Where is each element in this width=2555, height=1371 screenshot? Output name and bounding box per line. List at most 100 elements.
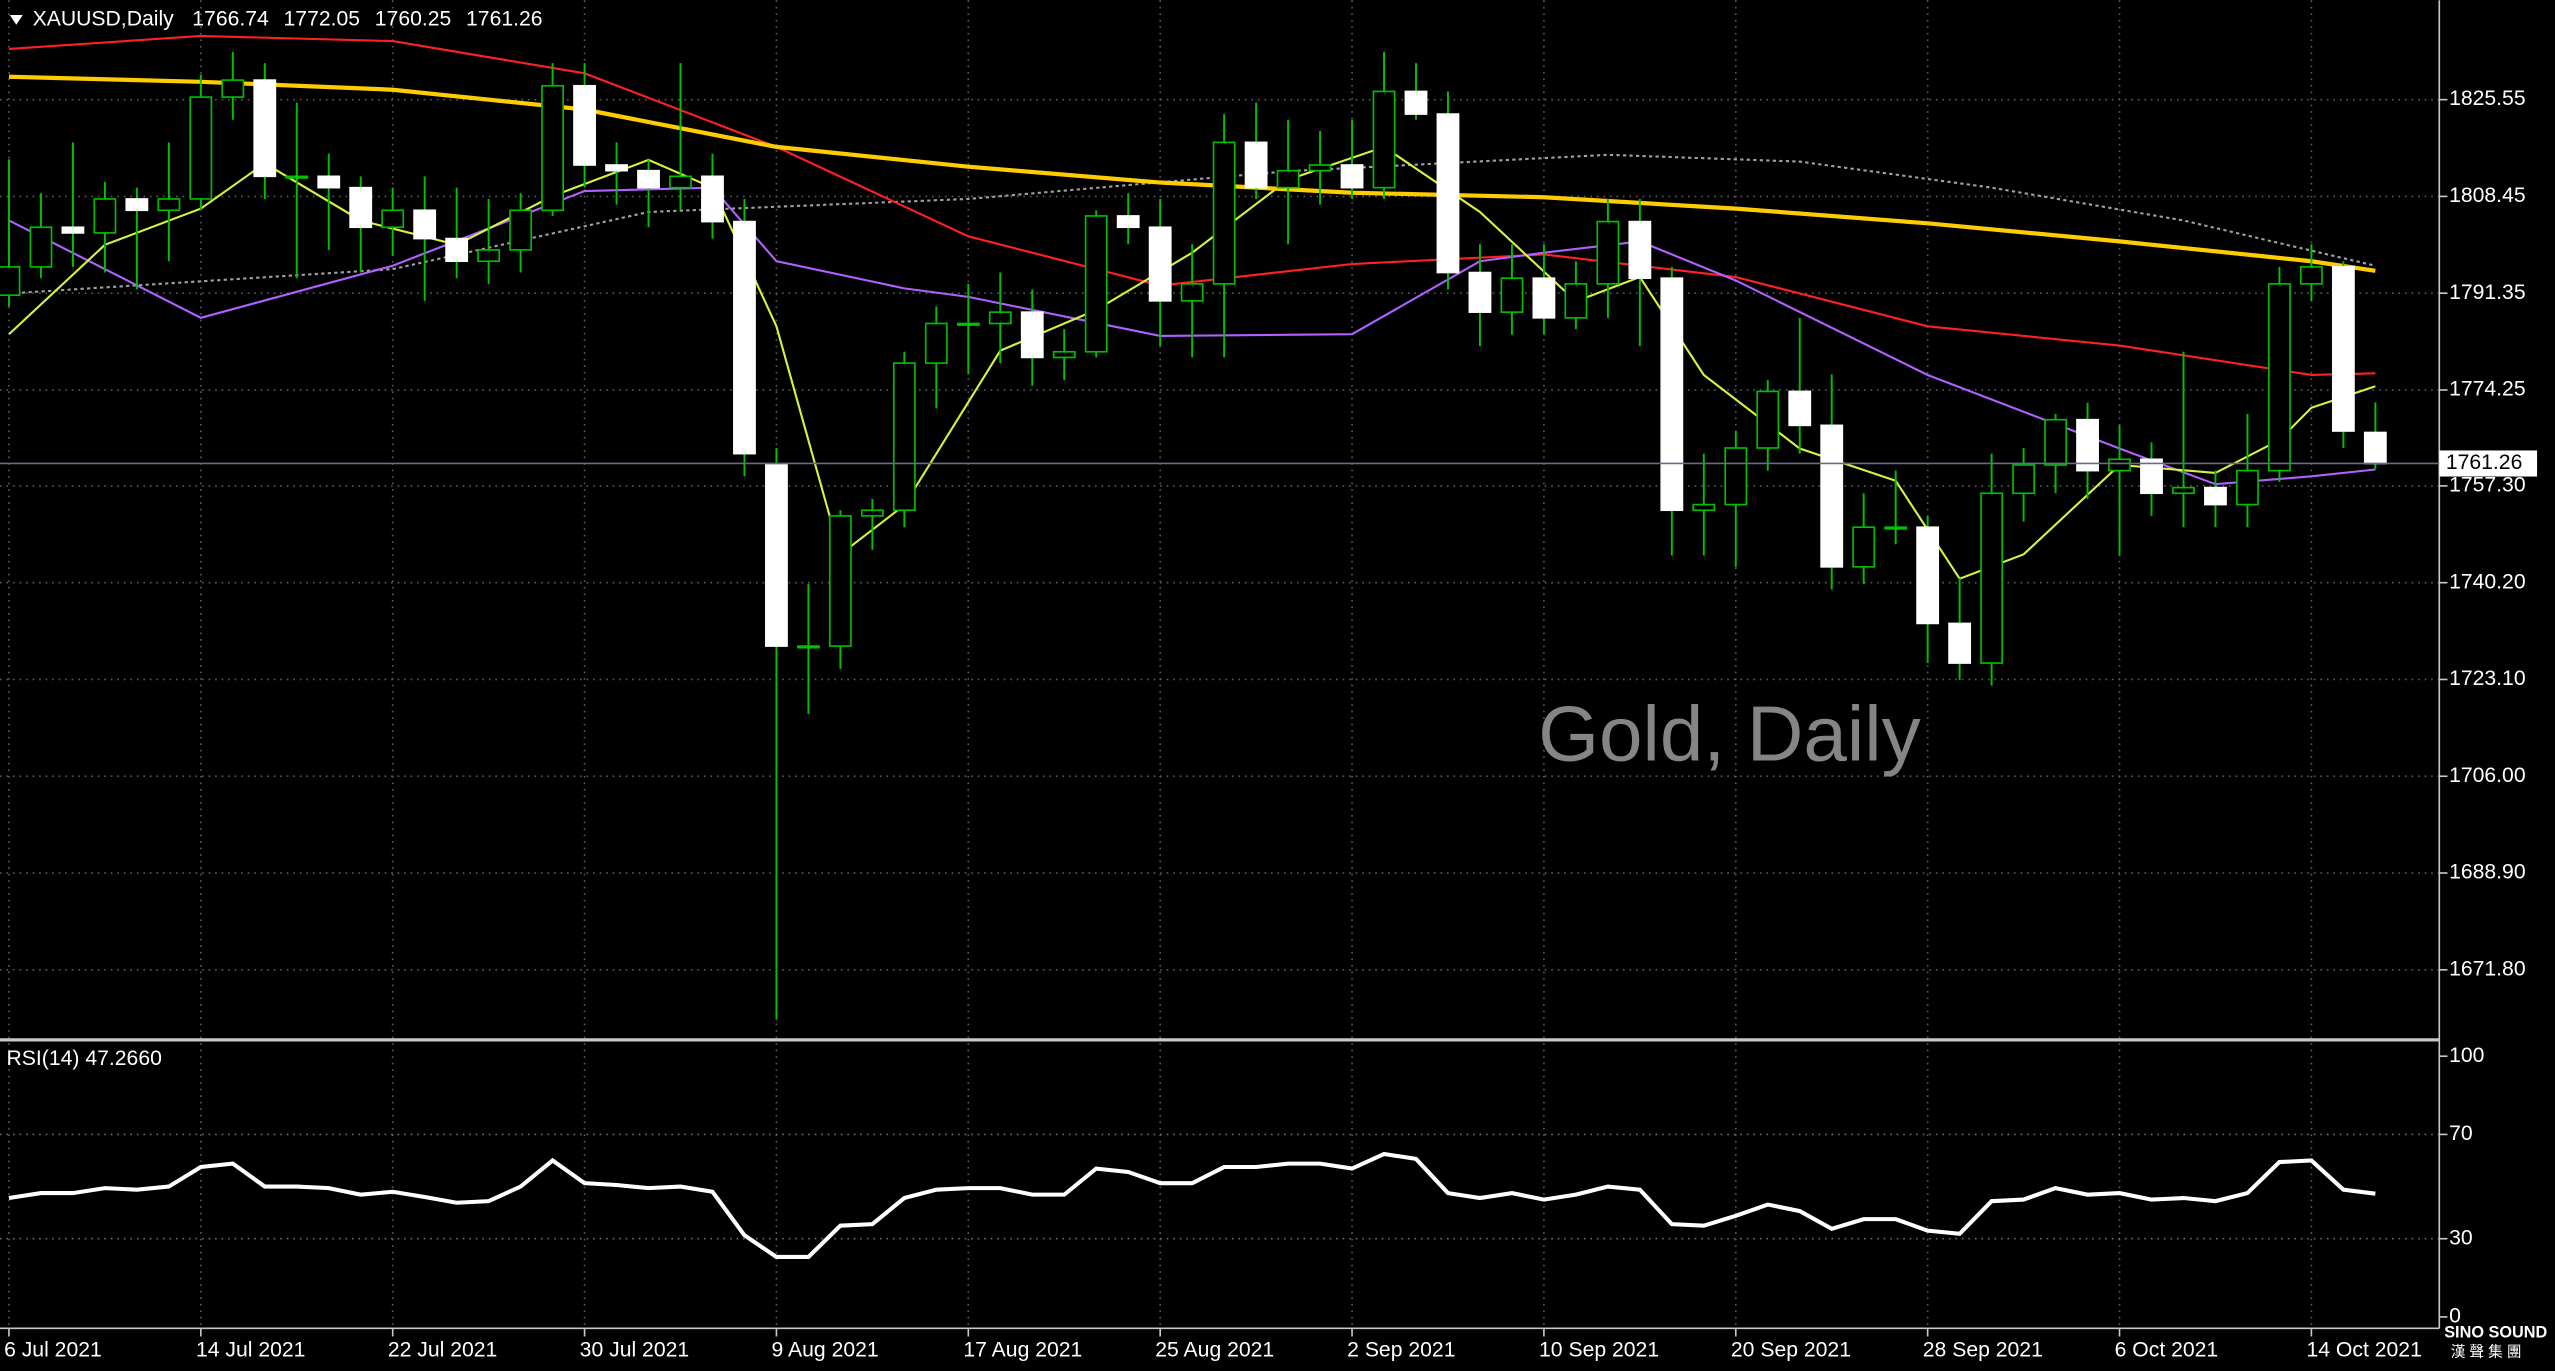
candle-body [2140, 458, 2163, 495]
y-tick-label: 1808.45 [2449, 184, 2526, 207]
candle-body [733, 220, 756, 455]
candle-body [2076, 418, 2099, 472]
candle-body [1020, 311, 1044, 359]
x-tick-label: 28 Sep 2021 [1923, 1339, 2043, 1362]
rsi-line [8, 1151, 2376, 1259]
candle-body [2012, 464, 2035, 495]
candle-body [1884, 526, 1908, 530]
x-tick-label: 22 Jul 2021 [388, 1339, 497, 1362]
x-tick-label: 25 Aug 2021 [1155, 1339, 1274, 1362]
candle-body [2044, 418, 2067, 466]
candle-body [1596, 220, 1620, 285]
y-tick-label: 30 [2449, 1226, 2473, 1249]
candle-body [1660, 277, 1684, 512]
candle-body [285, 175, 309, 179]
candle-body [157, 198, 181, 212]
candle-body [892, 362, 916, 512]
x-tick-label: 14 Jul 2021 [196, 1339, 305, 1362]
candle-body [1308, 164, 1332, 172]
candle-body [2204, 486, 2227, 506]
candle-body [1244, 141, 1268, 189]
candle-body [1276, 169, 1300, 189]
y-tick-label: 1671.80 [2449, 957, 2526, 980]
candle-body [61, 226, 85, 234]
candle-body [1564, 283, 1588, 319]
candle-body [701, 175, 724, 223]
candle-body [541, 84, 564, 212]
candle-body [1180, 283, 1204, 302]
candle-body [2172, 486, 2195, 495]
candle-body [1916, 526, 1940, 625]
moving-average [8, 34, 2376, 377]
candle-body [1116, 215, 1140, 229]
candle-body [669, 175, 692, 189]
ohlc-close: 1761.26 [466, 7, 543, 30]
x-tick-label: 6 Jul 2021 [4, 1339, 102, 1362]
rsi-title: RSI(14) 47.2660 [7, 1047, 162, 1070]
y-tick-label: 1757.30 [2449, 473, 2526, 496]
x-tick-label: 17 Aug 2021 [963, 1339, 1082, 1362]
candle-body [1468, 271, 1492, 313]
logo-name: SINO SOUND [2444, 1324, 2547, 1342]
candle-body [1052, 350, 1076, 359]
candle-body [445, 237, 469, 263]
price-label-box [2439, 450, 2538, 477]
candle-body [924, 322, 948, 364]
candle-body [2236, 469, 2259, 506]
candle-body [1436, 113, 1460, 274]
candle-body [1404, 90, 1428, 115]
candle-body [317, 175, 341, 189]
moving-average [8, 145, 2376, 581]
candle-body [1212, 141, 1236, 285]
x-tick-label: 2 Sep 2021 [1347, 1339, 1455, 1362]
candle-body [1820, 424, 1844, 568]
y-tick-label: 1825.55 [2449, 87, 2526, 110]
candle-body [1756, 390, 1780, 449]
y-tick-label: 1723.10 [2449, 667, 2526, 690]
candle-body [1852, 526, 1876, 568]
candle-body [1948, 622, 1972, 664]
candle-body [1724, 447, 1748, 506]
candle-body [1628, 220, 1652, 280]
candle-body [1532, 277, 1556, 319]
y-tick-label: 1774.25 [2449, 378, 2526, 401]
y-tick-label: 0 [2449, 1305, 2461, 1328]
y-tick-label: 1706.00 [2449, 764, 2526, 787]
candle-body [381, 209, 405, 229]
ohlc-open: 1766.74 [192, 7, 269, 30]
candle-body [2108, 458, 2131, 472]
y-tick-label: 1740.20 [2449, 570, 2526, 593]
candle-body [253, 79, 277, 178]
y-tick-label: 100 [2449, 1044, 2484, 1067]
x-tick-label: 30 Jul 2021 [580, 1339, 689, 1362]
candle-body [1692, 503, 1716, 512]
candle-body [509, 209, 533, 251]
chart-title: XAUUSD,Daily [33, 7, 175, 30]
candle-body [477, 249, 501, 263]
x-tick-label: 20 Sep 2021 [1731, 1339, 1851, 1362]
ohlc-low: 1760.25 [375, 7, 452, 30]
x-tick-label: 14 Oct 2021 [2307, 1339, 2422, 1362]
candle-body [988, 311, 1012, 325]
candle-body [413, 209, 437, 240]
candle-body [29, 226, 53, 268]
candle-body [1148, 226, 1172, 302]
candle-body [2268, 283, 2291, 472]
candle-body [1980, 492, 2004, 664]
candle-body [125, 198, 149, 212]
candle-body [1500, 277, 1524, 313]
x-tick-label: 6 Oct 2021 [2115, 1339, 2219, 1362]
candle-body [1372, 90, 1396, 189]
candle-body [573, 84, 596, 166]
candle-body [765, 464, 788, 647]
price-label: 1761.26 [2446, 451, 2523, 474]
candle-body [0, 266, 21, 296]
candle-body [349, 186, 373, 229]
x-tick-label: 9 Aug 2021 [772, 1339, 879, 1362]
candle-body [637, 169, 660, 189]
candle-body [828, 515, 852, 647]
y-tick-label: 1791.35 [2449, 281, 2526, 304]
candle-body [1788, 390, 1812, 427]
